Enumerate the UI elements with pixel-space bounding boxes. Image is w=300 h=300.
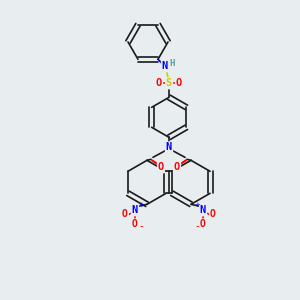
Text: O: O xyxy=(174,162,180,172)
Text: +: + xyxy=(194,202,200,208)
Text: O: O xyxy=(158,162,164,172)
Text: O: O xyxy=(210,209,216,219)
Text: N: N xyxy=(132,205,138,215)
Text: +: + xyxy=(138,202,144,208)
Text: S: S xyxy=(166,78,172,88)
Text: O: O xyxy=(156,78,162,88)
Text: N: N xyxy=(162,61,168,71)
Text: N: N xyxy=(166,142,172,152)
Text: N: N xyxy=(200,205,206,215)
Text: O: O xyxy=(200,219,206,229)
Text: O: O xyxy=(132,219,138,229)
Text: -: - xyxy=(139,221,143,231)
Text: -: - xyxy=(195,221,199,231)
Text: H: H xyxy=(169,59,175,68)
Text: O: O xyxy=(176,78,182,88)
Text: O: O xyxy=(122,209,128,219)
